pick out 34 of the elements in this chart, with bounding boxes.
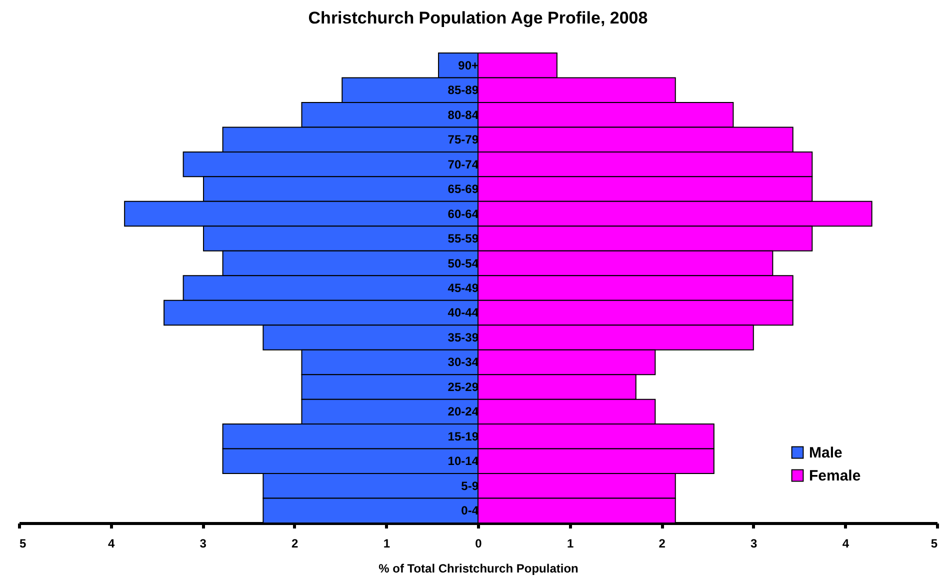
- x-tick-label: 2: [658, 536, 666, 550]
- x-tick-label: 4: [108, 536, 115, 550]
- x-tick-label: 4: [842, 536, 850, 550]
- y-tick-label: 5-9: [461, 478, 479, 493]
- y-tick-label: 20-24: [448, 404, 479, 419]
- x-axis-title: % of Total Christchurch Population: [378, 562, 578, 576]
- y-tick-label: 45-49: [448, 281, 479, 295]
- y-tick-label: 10-14: [448, 454, 479, 468]
- x-tick-label: 3: [750, 536, 758, 550]
- x-tick-label: 5: [930, 536, 938, 550]
- y-tick-label: 80-84: [448, 108, 479, 122]
- y-tick-label: 0-4: [461, 504, 479, 518]
- chart-title: Christchurch Population Age Profile, 2008: [308, 8, 648, 28]
- legend-label: Female: [809, 468, 861, 484]
- y-tick-label: 70-74: [448, 157, 479, 172]
- y-tick-label: 15-19: [448, 429, 479, 444]
- y-tick-label: 65-69: [448, 182, 479, 196]
- x-tick-label: 1: [566, 536, 574, 550]
- x-tick-label: 1: [383, 536, 390, 550]
- y-tick-label: 25-29: [448, 380, 479, 394]
- y-tick-label: 85-89: [448, 83, 479, 98]
- x-tick-label: 5: [20, 536, 26, 550]
- y-tick-label: 90+: [458, 58, 478, 72]
- y-tick-label: 60-64: [448, 206, 479, 221]
- legend-label: Male: [809, 444, 842, 462]
- y-tick-label: 75-79: [448, 132, 479, 147]
- y-tick-label: 30-34: [448, 355, 479, 370]
- x-tick-label: 3: [200, 536, 207, 550]
- y-tick-label: 50-54: [448, 256, 479, 270]
- x-tick-label: 2: [292, 536, 299, 550]
- x-tick-label: 0: [475, 536, 482, 550]
- y-tick-label: 40-44: [448, 306, 479, 320]
- y-tick-label: 55-59: [448, 232, 479, 246]
- y-tick-label: 35-39: [448, 330, 479, 344]
